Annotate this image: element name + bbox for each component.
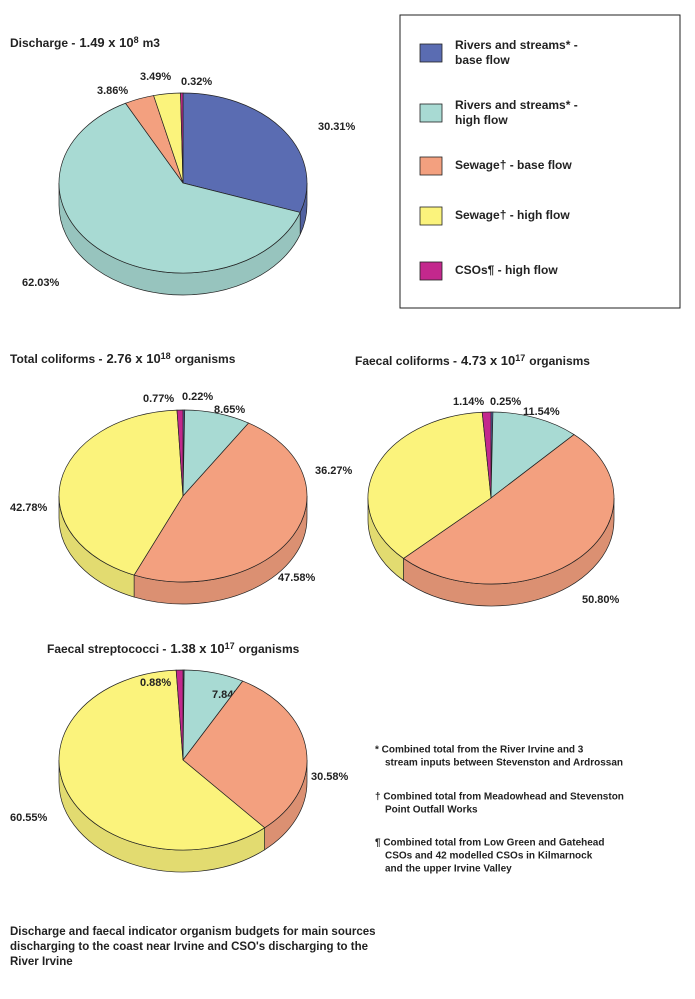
value-label: 11.54%	[523, 406, 560, 418]
legend-swatch	[419, 43, 443, 63]
chart-title: Faecal coliforms - 4.73 x 1017 organisms	[355, 353, 590, 368]
pie-slice	[182, 92, 308, 213]
value-label: 3.86%	[97, 85, 128, 97]
legend-swatch	[419, 156, 443, 176]
title-unit: organisms	[239, 642, 300, 656]
caption: Discharge and faecal indicator organism …	[10, 926, 376, 938]
footnote: † Combined total from Meadowhead and Ste…	[375, 792, 624, 803]
title-total: 1.49 x 10	[79, 35, 133, 50]
pie-slice	[402, 434, 615, 585]
title-exponent: 17	[225, 641, 235, 651]
title-total: 1.38 x 10	[170, 641, 224, 656]
footnote: and the upper Irvine Valley	[385, 864, 512, 875]
title-text: Faecal streptococci -	[47, 642, 166, 656]
title-exponent: 17	[515, 353, 525, 363]
pie-slice	[182, 680, 308, 829]
title-exponent: 18	[161, 351, 171, 361]
pie-slice	[176, 409, 184, 497]
legend-swatch	[419, 103, 443, 123]
legend-swatch	[419, 261, 443, 281]
title-unit: m3	[143, 36, 161, 50]
value-label: 0.32%	[181, 76, 212, 88]
value-label: 0.25%	[490, 396, 521, 408]
pie-slice	[175, 669, 184, 761]
title-unit: organisms	[175, 352, 236, 366]
value-label: 36.27%	[315, 465, 353, 477]
value-label: 62.03%	[22, 277, 60, 289]
value-label: 30.31%	[318, 121, 356, 133]
value-label: 0.22%	[182, 391, 213, 403]
value-label: 1.14%	[453, 396, 484, 408]
value-label: 60.55%	[10, 812, 48, 824]
legend-label: base flow	[455, 53, 510, 67]
value-label: 42.78%	[10, 502, 48, 514]
chart-title: Total coliforms - 2.76 x 1018 organisms	[10, 351, 236, 366]
footnote: * Combined total from the River Irvine a…	[375, 745, 584, 756]
value-label: 50.80%	[582, 594, 620, 606]
legend-label: high flow	[455, 113, 508, 127]
title-text: Faecal coliforms -	[355, 354, 457, 368]
legend-label: CSOs¶ - high flow	[455, 263, 558, 277]
caption: discharging to the coast near Irvine and…	[10, 941, 368, 953]
value-label: 47.58%	[278, 572, 316, 584]
footnote: ¶ Combined total from Low Green and Gate…	[375, 838, 604, 849]
value-label: 3.49%	[140, 71, 171, 83]
footnote: Point Outfall Works	[385, 805, 478, 816]
value-label: 30.58%	[311, 771, 349, 783]
title-unit: organisms	[529, 354, 590, 368]
value-label: 0.88%	[140, 677, 171, 689]
pie-slice	[58, 102, 301, 274]
value-label: 0.77%	[143, 393, 174, 405]
pie-slice	[58, 409, 184, 576]
title-total: 4.73 x 10	[461, 353, 515, 368]
legend-label: Rivers and streams* -	[455, 98, 578, 112]
value-label: 8.65%	[214, 404, 245, 416]
legend-swatch	[419, 206, 443, 226]
chart-title: Discharge - 1.49 x 108 m3	[10, 35, 160, 50]
legend-label: Sewage† - high flow	[455, 208, 570, 222]
pie-slice	[490, 411, 575, 499]
pie-slice	[367, 411, 492, 559]
title-text: Total coliforms -	[10, 352, 102, 366]
footnote: stream inputs between Stevenston and Ard…	[385, 758, 623, 769]
pie-slice	[133, 422, 308, 583]
title-total: 2.76 x 10	[106, 351, 160, 366]
title-text: Discharge -	[10, 36, 75, 50]
footnote: CSOs and 42 modelled CSOs in Kilmarnock	[385, 851, 593, 862]
legend-box	[399, 14, 681, 309]
caption: River Irvine	[10, 956, 73, 968]
chart-title: Faecal streptococci - 1.38 x 1017 organism…	[47, 641, 300, 656]
pie-slice	[58, 669, 266, 851]
legend-label: Sewage† - base flow	[455, 158, 572, 172]
legend-label: Rivers and streams* -	[455, 38, 578, 52]
pie-slice	[481, 411, 492, 499]
title-exponent: 8	[134, 35, 139, 45]
pie-slice	[180, 92, 184, 184]
